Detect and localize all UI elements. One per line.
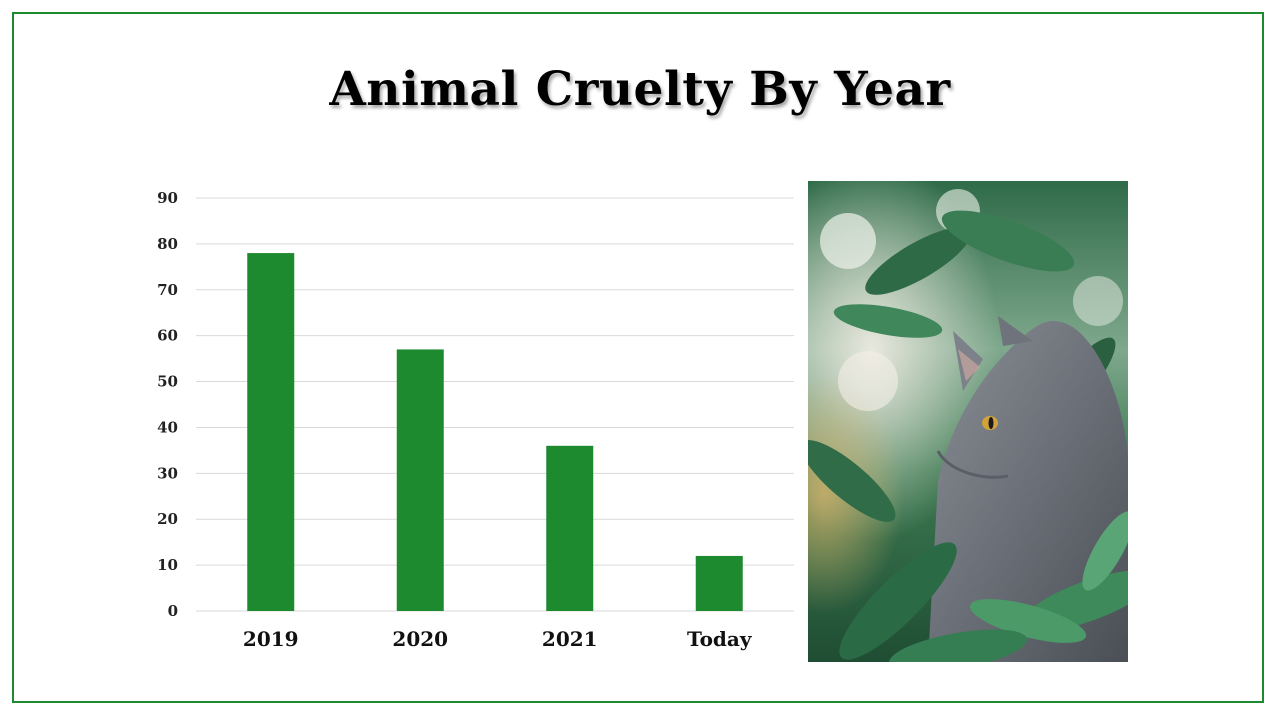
bar-today (695, 555, 743, 611)
y-tick-label: 70 (157, 281, 178, 299)
y-tick-label: 50 (157, 373, 178, 391)
y-tick-label: 0 (168, 602, 178, 620)
y-tick-label: 80 (157, 235, 178, 253)
bar-2020 (396, 349, 444, 611)
x-tick-label: 2020 (392, 627, 448, 651)
y-tick-label: 90 (157, 189, 178, 207)
y-tick-label: 30 (157, 464, 178, 482)
y-tick-label: 20 (157, 510, 178, 528)
x-tick-label: Today (687, 627, 753, 651)
grid-lines (196, 197, 794, 612)
bar-2019 (247, 253, 295, 612)
cat-photo (808, 181, 1128, 662)
chart-title: Animal Cruelty By Year (329, 62, 951, 117)
bar-chart: 0 10 20 30 40 50 60 70 80 90 2019 2020 2021 Today (157, 189, 794, 651)
y-tick-label: 60 (157, 327, 178, 345)
y-axis-ticks: 0 10 20 30 40 50 60 70 80 90 (157, 189, 178, 620)
slide-frame (12, 12, 1264, 703)
y-tick-label: 10 (157, 556, 178, 574)
x-tick-label: 2021 (542, 627, 598, 651)
bars (247, 253, 743, 612)
bar-2021 (546, 445, 594, 611)
x-tick-label: 2019 (243, 627, 299, 651)
y-tick-label: 40 (157, 418, 178, 436)
x-axis-labels: 2019 2020 2021 Today (243, 627, 753, 651)
